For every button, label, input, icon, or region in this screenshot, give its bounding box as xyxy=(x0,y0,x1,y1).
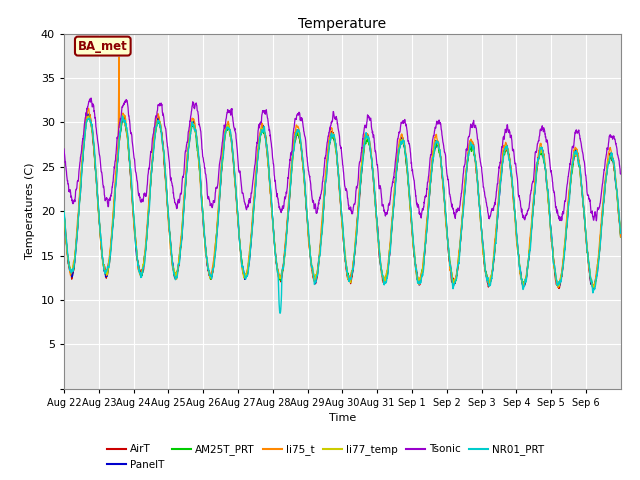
Legend: AirT, PanelT, AM25T_PRT, li75_t, li77_temp, Tsonic, NR01_PRT: AirT, PanelT, AM25T_PRT, li75_t, li77_te… xyxy=(102,440,548,474)
Text: BA_met: BA_met xyxy=(78,39,127,53)
X-axis label: Time: Time xyxy=(329,413,356,423)
Y-axis label: Temperatures (C): Temperatures (C) xyxy=(26,163,35,260)
Title: Temperature: Temperature xyxy=(298,17,387,31)
